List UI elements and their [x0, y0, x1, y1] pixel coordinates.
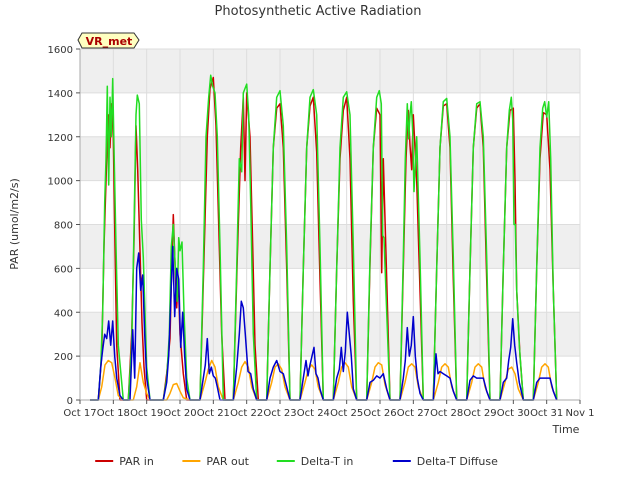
- legend-label-delta-t-in: Delta-T in: [301, 455, 354, 468]
- x-tick-label: Oct 18: [97, 408, 130, 419]
- y-tick-label: 1000: [48, 177, 73, 188]
- legend: PAR in PAR out Delta-T in Delta-T Diffuse: [95, 455, 498, 468]
- x-tick-label: Oct 21: [197, 408, 230, 419]
- y-tick-label: 200: [54, 352, 73, 363]
- x-tick-label: Oct 28: [430, 408, 463, 419]
- vr-met-badge-box: [77, 32, 140, 49]
- y-tick-label: 800: [54, 221, 73, 232]
- x-axis-label: Time: [552, 423, 580, 436]
- y-axis-label: PAR (umol/m2/s): [8, 178, 21, 270]
- x-tick-label: Oct 22: [230, 408, 263, 419]
- plot-band: [80, 312, 580, 357]
- x-tick-label: Oct 19: [130, 408, 163, 419]
- x-tick-label: Oct 30: [497, 408, 530, 419]
- x-tick-label: Nov 1: [565, 408, 594, 419]
- legend-label-delta-t-diffuse: Delta-T Diffuse: [417, 455, 498, 468]
- legend-label-par-out: PAR out: [206, 455, 249, 468]
- x-tick-label: Oct 27: [397, 408, 430, 419]
- x-tick-label: Oct 25: [330, 408, 363, 419]
- x-tick-label: Oct 24: [297, 408, 330, 419]
- plot-band: [80, 49, 580, 93]
- x-tick-label: Oct 31: [530, 408, 563, 419]
- legend-label-par-in: PAR in: [119, 455, 154, 468]
- y-tick-label: 0: [67, 396, 73, 407]
- x-tick-label: Oct 23: [263, 408, 296, 419]
- plot-band: [80, 136, 580, 181]
- y-tick-label: 1600: [48, 45, 73, 56]
- y-tick-label: 1200: [48, 133, 73, 144]
- chart-title: Photosynthetic Active Radiation: [215, 4, 422, 19]
- x-tick-label: Oct 29: [463, 408, 496, 419]
- y-tick-label: 1400: [48, 89, 73, 100]
- plot-band: [80, 224, 580, 269]
- vr-met-badge: VR_met: [77, 32, 140, 49]
- y-tick-label: 600: [54, 264, 73, 275]
- vr-met-badge-text: VR_met: [86, 35, 133, 48]
- x-tick-label: Oct 20: [163, 408, 196, 419]
- x-tick-label: Oct 17: [63, 408, 96, 419]
- x-tick-label: Oct 26: [363, 408, 396, 419]
- y-tick-label: 400: [54, 308, 73, 319]
